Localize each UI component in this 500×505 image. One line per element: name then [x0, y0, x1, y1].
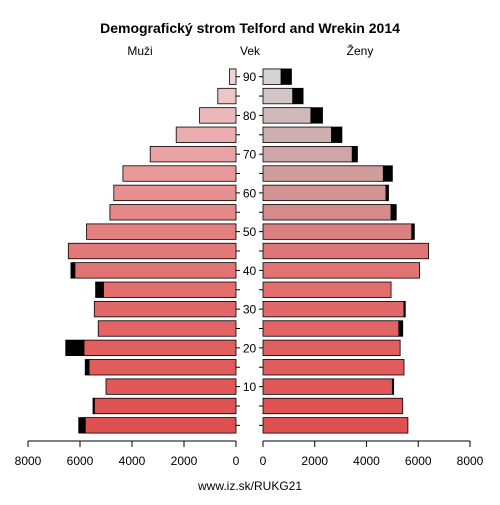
male-x-tick-label: 4000 [119, 454, 146, 468]
male-bar [86, 223, 237, 240]
age-tick-label: 70 [243, 148, 257, 162]
right-panel-label: Ženy [347, 43, 374, 58]
female-bar [262, 223, 413, 240]
bars-group [65, 68, 430, 434]
male-bar [175, 126, 237, 143]
male-bar-extra [92, 397, 95, 415]
age-tick-label: 20 [243, 341, 257, 355]
female-x-tick-label: 6000 [405, 454, 432, 468]
female-bar [262, 204, 392, 221]
female-x-tick-label: 4000 [353, 454, 380, 468]
male-bar [88, 359, 237, 376]
male-bar-extra [84, 359, 90, 376]
female-bar [262, 165, 384, 182]
female-bar [262, 242, 430, 260]
female-bar [262, 281, 392, 298]
female-bar-extra [398, 320, 404, 337]
female-x-tick-label: 0 [260, 454, 267, 468]
male-bar [105, 378, 237, 395]
female-bar [262, 320, 400, 337]
age-tick-label: 90 [243, 70, 257, 84]
male-bar-extra [95, 281, 104, 298]
age-tick-label: 10 [243, 380, 257, 394]
female-bar [262, 378, 393, 395]
footer-text: www.iz.sk/RUKG21 [197, 479, 302, 493]
male-bar [113, 184, 237, 202]
male-bar-extra [70, 262, 76, 279]
female-bar-extra [351, 146, 358, 163]
male-x-tick-label: 0 [233, 454, 240, 468]
female-bar-extra [391, 378, 395, 395]
female-bar [262, 107, 312, 124]
female-bar [262, 339, 401, 357]
male-bar-extra [78, 417, 86, 434]
female-bar [262, 126, 332, 143]
female-bar [262, 359, 405, 376]
male-x-tick-label: 6000 [67, 454, 94, 468]
female-bar [262, 184, 387, 202]
male-bar [83, 339, 237, 357]
age-tick-label: 80 [243, 109, 257, 123]
female-bar-extra [331, 126, 343, 143]
male-bar [149, 146, 237, 163]
male-x-tick-label: 8000 [15, 454, 42, 468]
female-bar [262, 146, 353, 163]
female-bar-extra [292, 87, 304, 105]
female-bar-extra [280, 68, 292, 85]
left-panel-label: Muži [127, 44, 152, 58]
chart-title: Demografický strom Telford and Wrekin 20… [100, 20, 400, 36]
male-bar-extra [65, 339, 85, 357]
female-x-tick-label: 8000 [457, 454, 484, 468]
female-bar-extra [411, 223, 415, 240]
female-bar [262, 87, 294, 105]
male-bar [67, 242, 237, 260]
female-bar [262, 417, 409, 434]
male-bar [199, 107, 237, 124]
female-bar-extra [382, 165, 393, 182]
male-bar [93, 397, 237, 415]
male-bar [122, 165, 237, 182]
age-tick-label: 60 [243, 186, 257, 200]
female-bar [262, 68, 282, 85]
female-x-tick-label: 2000 [301, 454, 328, 468]
center-axis-label: Vek [240, 44, 261, 58]
female-bar-extra [390, 204, 397, 221]
male-bar [84, 417, 237, 434]
male-x-tick-label: 2000 [171, 454, 198, 468]
female-bar [262, 300, 405, 318]
age-tick-label: 40 [243, 264, 257, 278]
male-bar [74, 262, 237, 279]
male-bar [103, 281, 237, 298]
female-bar-extra [385, 184, 389, 202]
female-bar-extra [403, 300, 406, 318]
male-bar [97, 320, 237, 337]
male-bar [93, 300, 237, 318]
female-bar-extra [310, 107, 323, 124]
male-bar [217, 87, 237, 105]
male-bar [109, 204, 237, 221]
female-bar [262, 262, 420, 279]
male-bar [229, 68, 237, 85]
age-tick-label: 50 [243, 225, 257, 239]
age-tick-label: 30 [243, 303, 257, 317]
axes-group: 8000 0 6000 2000 4000 4000 2000 6000 0 8000 10 20 30… [15, 70, 484, 468]
female-bar [262, 397, 404, 415]
